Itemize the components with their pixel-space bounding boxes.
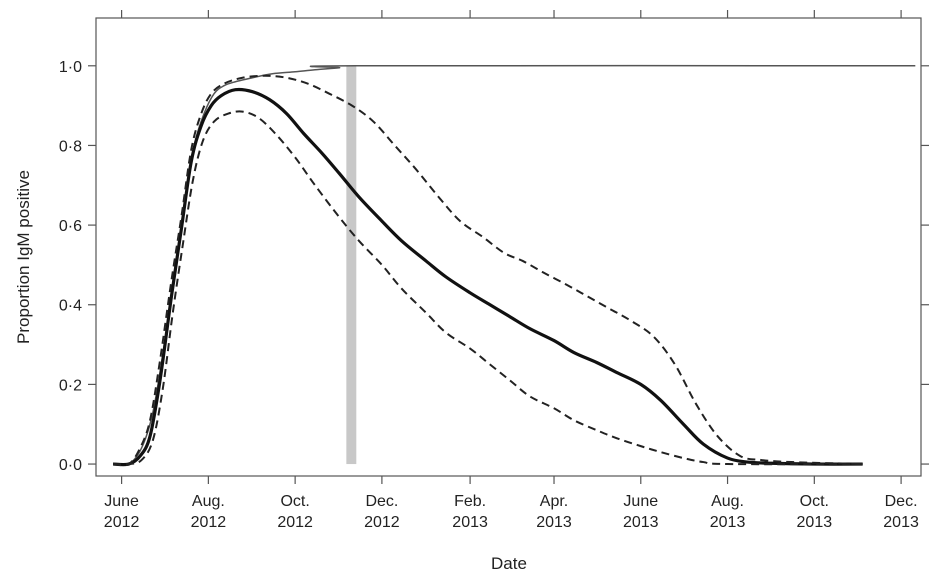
x-tick-label-year: 2012 <box>364 514 400 531</box>
x-tick-label: Dec. 2012 <box>364 493 400 531</box>
series-dashed-line-3 <box>112 74 863 467</box>
x-tick-label-year: 2013 <box>710 514 746 531</box>
x-tick-label: Dec. 2013 <box>883 493 919 531</box>
y-axis: 0·0 0·2 0·4 0·6 0·8 1·0 <box>59 59 929 474</box>
series-solid-line-2 <box>113 87 863 467</box>
x-tick-label-month: Apr. <box>540 493 568 510</box>
x-tick-label-year: 2013 <box>623 514 659 531</box>
y-axis-title: Proportion IgM positive <box>14 170 33 344</box>
x-tick-label-month: Oct. <box>280 493 309 510</box>
x-tick-label: Apr. 2013 <box>536 493 572 531</box>
x-tick-label-year: 2012 <box>277 514 313 531</box>
y-tick-label: 0·8 <box>59 138 82 155</box>
shaded-band <box>346 65 357 465</box>
x-tick-label-year: 2013 <box>452 514 488 531</box>
x-tick-label-month: June <box>623 493 658 510</box>
y-tick-label: 1·0 <box>59 59 82 76</box>
shaded-band-layer <box>346 65 357 465</box>
x-tick-label: Aug. 2013 <box>710 493 746 531</box>
x-tick-label-month: Aug. <box>711 493 744 510</box>
series-thin-line-1 <box>113 64 916 466</box>
x-tick-label-month: Feb. <box>454 493 486 510</box>
y-tick-label: 0·4 <box>59 298 82 315</box>
series-layer <box>112 64 916 467</box>
x-axis-title: Date <box>491 554 527 573</box>
plot-area-frame <box>95 17 922 477</box>
x-tick-label-month: Aug. <box>192 493 225 510</box>
x-tick-label: June 2013 <box>623 493 659 531</box>
x-tick-label: Oct. 2013 <box>797 493 833 531</box>
x-tick-label: Feb. 2013 <box>452 493 488 531</box>
x-tick-label: Oct. 2012 <box>277 493 313 531</box>
y-tick-label: 0·2 <box>59 377 82 394</box>
x-tick-label: Aug. 2012 <box>191 493 227 531</box>
x-tick-label-year: 2012 <box>104 514 140 531</box>
x-tick-label-month: Oct. <box>800 493 829 510</box>
y-tick-label: 0·6 <box>59 218 82 235</box>
x-tick-label-year: 2013 <box>883 514 919 531</box>
x-tick-label-month: Dec. <box>885 493 918 510</box>
x-tick-label: June 2012 <box>104 493 140 531</box>
x-tick-label-year: 2013 <box>797 514 833 531</box>
x-tick-label-month: Dec. <box>365 493 398 510</box>
x-tick-label-year: 2012 <box>191 514 227 531</box>
x-tick-label-month: June <box>104 493 139 510</box>
y-tick-label: 0·0 <box>59 457 82 474</box>
x-tick-label-year: 2013 <box>536 514 572 531</box>
x-axis: June 2012 Aug. 2012 Oct. 2012 Dec. 2012 Feb. 2013… <box>104 10 919 531</box>
series-dashed-line-4 <box>113 110 863 466</box>
